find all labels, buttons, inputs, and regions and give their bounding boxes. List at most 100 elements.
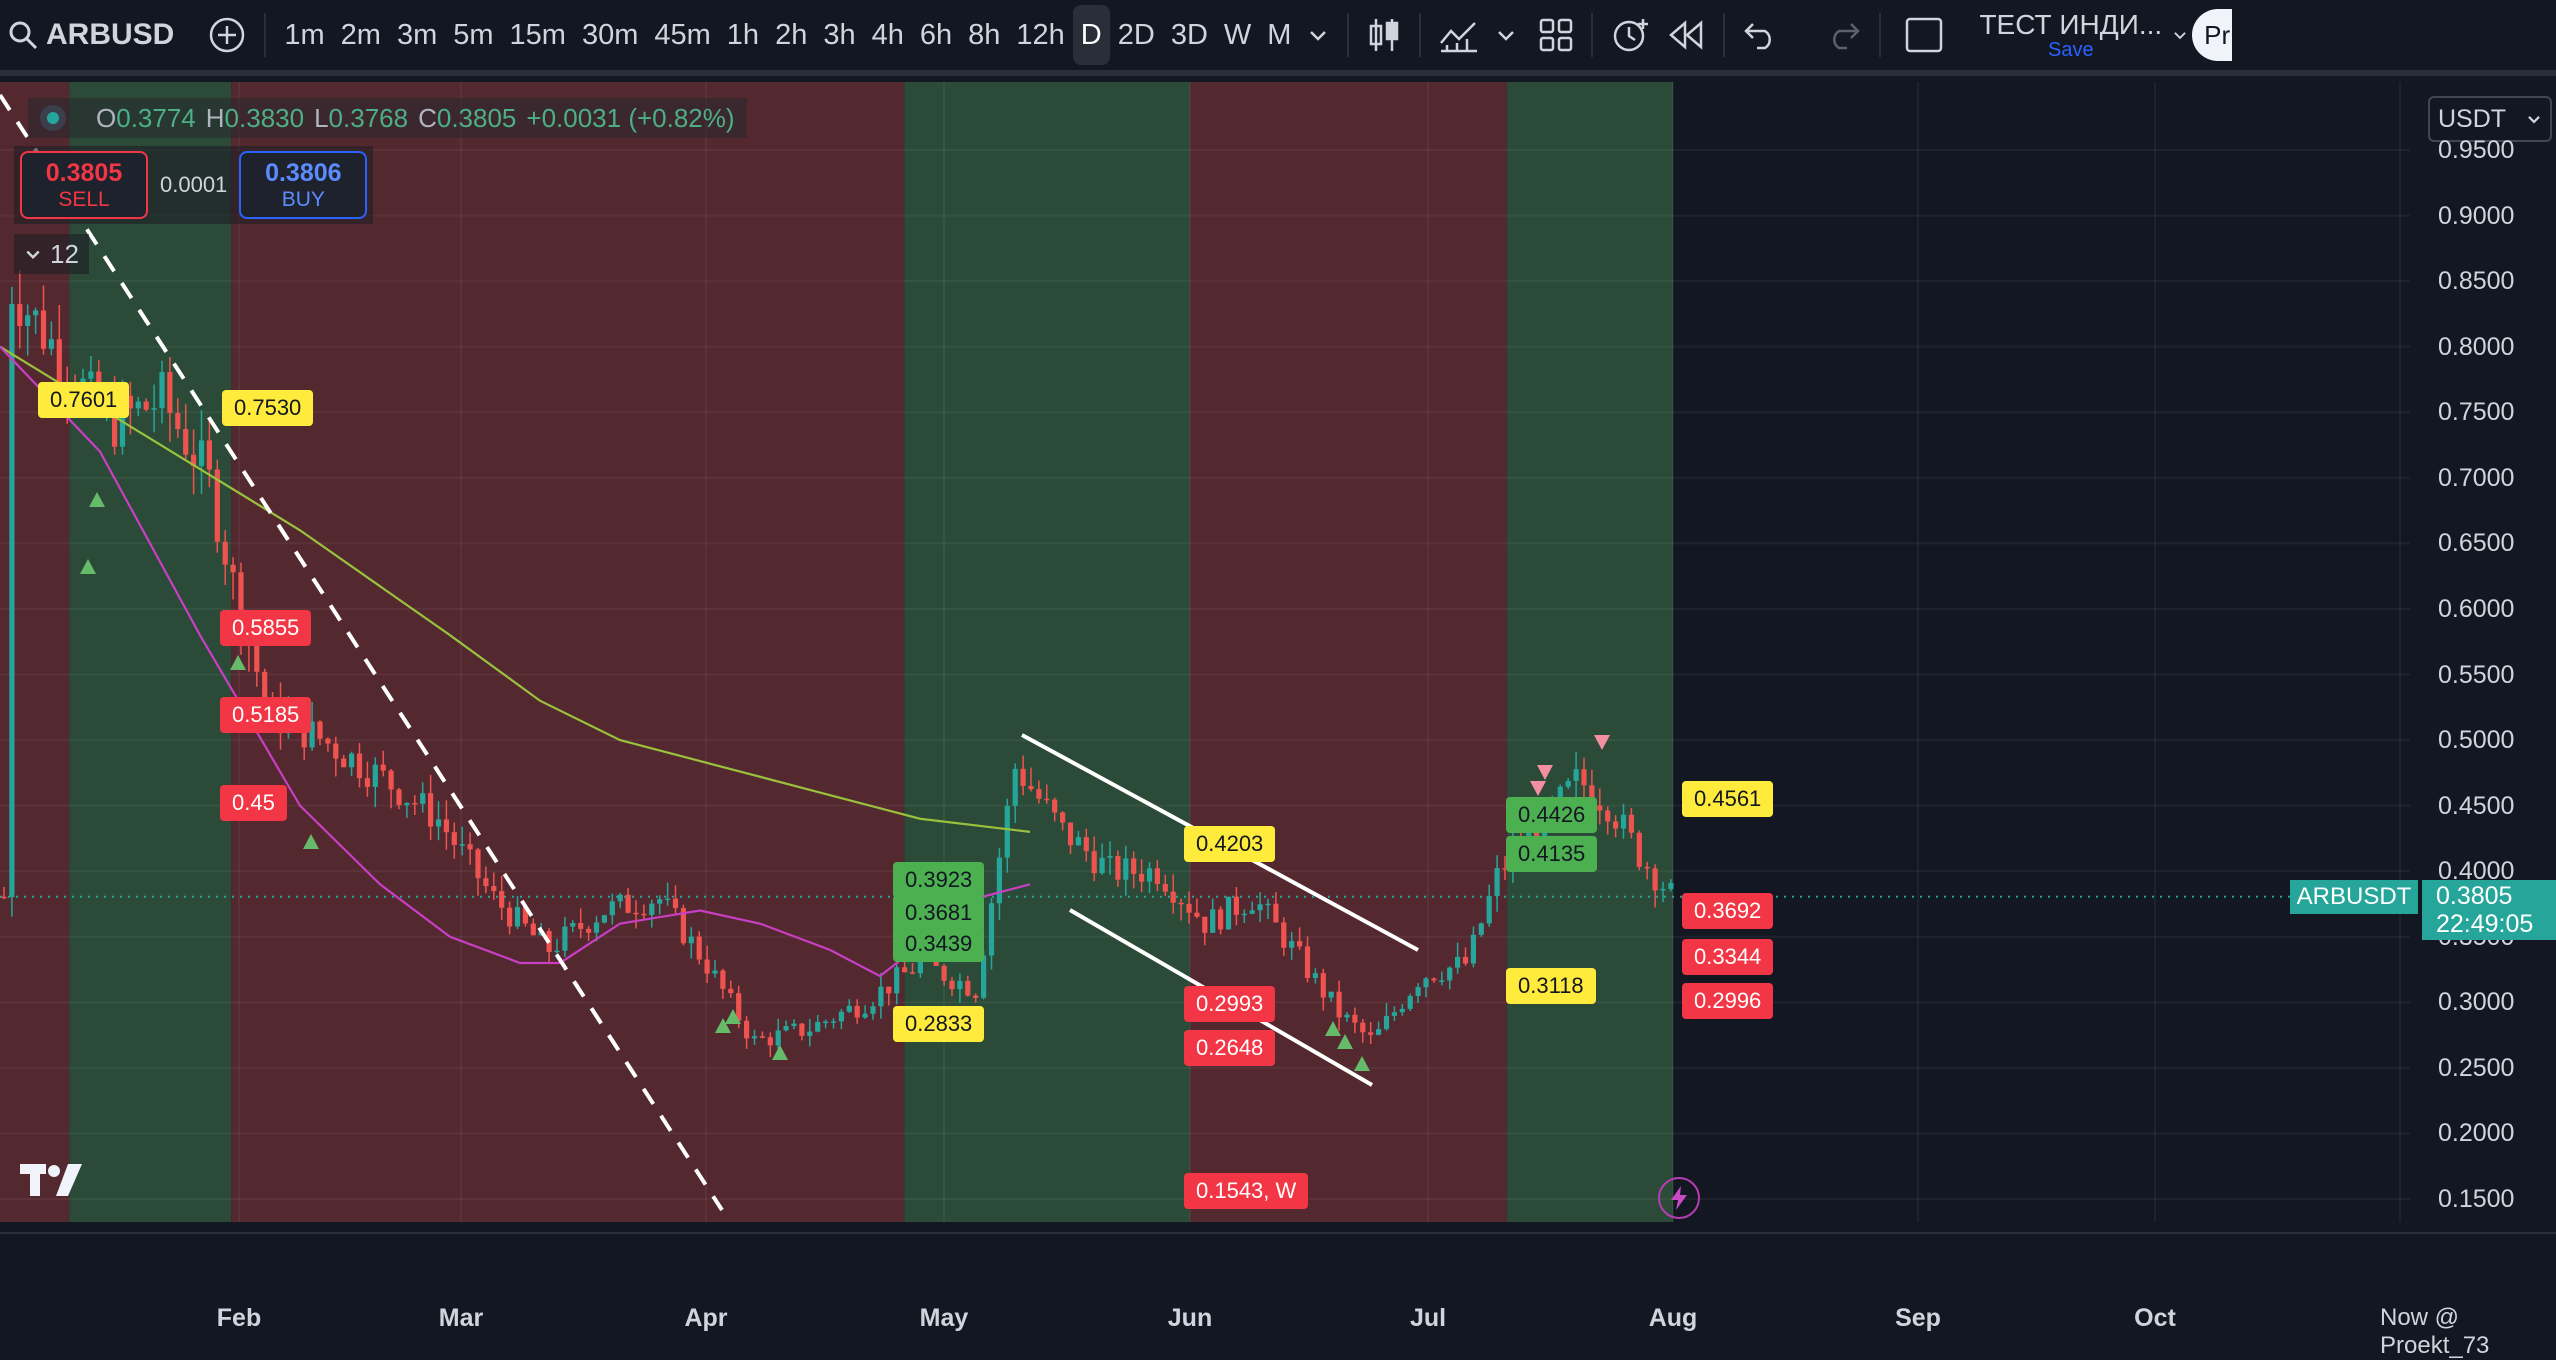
level-label-red[interactable]: 0.3344 bbox=[1682, 939, 1774, 975]
candle bbox=[143, 398, 149, 412]
candle bbox=[159, 360, 165, 424]
candle bbox=[696, 931, 702, 965]
timeframe-m[interactable]: M bbox=[1267, 18, 1292, 51]
candle bbox=[1668, 879, 1674, 892]
timeframe-2h[interactable]: 2h bbox=[775, 18, 808, 51]
level-label-red[interactable]: 0.1543, W bbox=[1184, 1173, 1309, 1209]
indicators-dropdown[interactable] bbox=[1487, 5, 1525, 65]
level-label-green[interactable]: 0.3923 bbox=[893, 862, 985, 898]
layouts-button[interactable] bbox=[1531, 5, 1581, 65]
timeframe-8h[interactable]: 8h bbox=[968, 18, 1001, 51]
level-label-red[interactable]: 0.5855 bbox=[220, 610, 312, 646]
compare-add-button[interactable] bbox=[200, 5, 254, 65]
level-label-green[interactable]: 0.4135 bbox=[1506, 836, 1598, 872]
chart-type-button[interactable] bbox=[1359, 5, 1409, 65]
candle bbox=[846, 999, 852, 1013]
timeframe-2d[interactable]: 2D bbox=[1117, 18, 1155, 51]
lightning-button[interactable] bbox=[1658, 1177, 1700, 1219]
buy-price: 0.3806 bbox=[265, 158, 342, 187]
timeframe-3h[interactable]: 3h bbox=[823, 18, 856, 51]
candle bbox=[807, 1019, 813, 1047]
candle bbox=[593, 915, 600, 942]
level-label-yellow[interactable]: 0.4203 bbox=[1184, 826, 1276, 862]
candle bbox=[514, 896, 521, 930]
layout-menu[interactable]: ТЕСТ ИНДИ... Save bbox=[1971, 5, 2170, 65]
level-label-red[interactable]: 0.45 bbox=[220, 785, 287, 821]
sell-button[interactable]: 0.3805 SELL bbox=[20, 151, 148, 219]
level-label-red[interactable]: 0.2648 bbox=[1184, 1030, 1276, 1066]
level-label-green[interactable]: 0.3439 bbox=[893, 926, 985, 962]
level-label-yellow[interactable]: 0.4561 bbox=[1682, 781, 1774, 817]
visibility-dot-icon[interactable] bbox=[40, 105, 66, 131]
current-symbol-tag: ARBUSDT bbox=[2290, 880, 2418, 914]
ma-long-line[interactable] bbox=[0, 345, 1031, 833]
timeframe-6h[interactable]: 6h bbox=[919, 18, 953, 51]
candle bbox=[791, 1019, 797, 1030]
timeframe-1m[interactable]: 1m bbox=[284, 18, 325, 51]
redo-button[interactable] bbox=[1817, 5, 1869, 65]
candle bbox=[1115, 850, 1121, 887]
candle bbox=[1225, 896, 1232, 930]
sell-signal-marker bbox=[1537, 765, 1553, 780]
level-label-yellow[interactable]: 0.3118 bbox=[1506, 968, 1596, 1004]
price-tick-label: 0.6000 bbox=[2438, 594, 2515, 623]
timeframe-w[interactable]: W bbox=[1223, 18, 1252, 51]
layout-menu-dropdown[interactable] bbox=[2170, 5, 2190, 65]
candle bbox=[586, 926, 592, 941]
symbol-search[interactable]: ARBUSD bbox=[0, 5, 182, 65]
candle bbox=[349, 751, 355, 777]
level-label-green[interactable]: 0.4426 bbox=[1506, 797, 1598, 833]
timeframe-5m[interactable]: 5m bbox=[453, 18, 494, 51]
fullscreen-button[interactable] bbox=[1897, 5, 1951, 65]
level-label-red[interactable]: 0.2996 bbox=[1682, 983, 1774, 1019]
candle bbox=[1067, 822, 1074, 855]
candle bbox=[712, 960, 718, 978]
candle bbox=[151, 384, 157, 433]
indicators-collapse-button[interactable]: 12 bbox=[14, 234, 89, 274]
candle bbox=[783, 1020, 789, 1032]
main-chart[interactable] bbox=[0, 82, 2556, 1346]
alert-button[interactable] bbox=[1603, 5, 1659, 65]
timeframe-45m[interactable]: 45m bbox=[654, 18, 711, 51]
buy-signal-marker bbox=[303, 834, 319, 849]
replay-button[interactable] bbox=[1659, 5, 1713, 65]
timeframe-2m[interactable]: 2m bbox=[340, 18, 381, 51]
zone-green bbox=[1507, 82, 1673, 1222]
candle bbox=[965, 975, 971, 997]
ohlc-c-value: 0.3805 bbox=[436, 102, 517, 133]
time-axis[interactable] bbox=[0, 1232, 2556, 1346]
level-label-yellow[interactable]: 0.7530 bbox=[222, 390, 314, 426]
zone-green bbox=[69, 82, 232, 1222]
save-link[interactable]: Save bbox=[2048, 39, 2094, 61]
level-label-red[interactable]: 0.5185 bbox=[220, 697, 312, 733]
level-label-red[interactable]: 0.2993 bbox=[1184, 986, 1276, 1022]
timeframe-d[interactable]: D bbox=[1072, 5, 1110, 65]
timeframe-dropdown[interactable] bbox=[1299, 5, 1337, 65]
timeframe-30m[interactable]: 30m bbox=[581, 18, 639, 51]
price-tick-label: 0.9500 bbox=[2438, 136, 2515, 164]
indicators-button[interactable] bbox=[1431, 5, 1487, 65]
level-label-yellow[interactable]: 0.2833 bbox=[893, 1006, 985, 1042]
timeframe-12h[interactable]: 12h bbox=[1016, 18, 1065, 51]
buy-button[interactable]: 0.3806 BUY bbox=[239, 151, 368, 219]
timeframe-15m[interactable]: 15m bbox=[509, 18, 566, 51]
separator bbox=[264, 13, 267, 57]
level-label-yellow[interactable]: 0.7601 bbox=[38, 382, 130, 418]
profile-button[interactable]: Pr bbox=[2192, 9, 2233, 61]
candle bbox=[191, 429, 197, 495]
timeframe-1h[interactable]: 1h bbox=[726, 18, 760, 51]
level-label-red[interactable]: 0.3692 bbox=[1682, 893, 1774, 929]
currency-select[interactable]: USDT bbox=[2428, 96, 2552, 142]
separator bbox=[1419, 13, 1422, 57]
current-price: 0.3805 bbox=[2436, 882, 2513, 910]
level-label-green[interactable]: 0.3681 bbox=[893, 895, 985, 931]
candle bbox=[1320, 968, 1326, 1011]
timeframe-3m[interactable]: 3m bbox=[396, 18, 438, 51]
timeframe-4h[interactable]: 4h bbox=[871, 18, 904, 51]
timeframe-3d[interactable]: 3D bbox=[1170, 18, 1208, 51]
candle bbox=[1423, 976, 1429, 998]
candle bbox=[483, 866, 489, 894]
profile-label: Pr bbox=[2204, 19, 2231, 50]
undo-button[interactable] bbox=[1735, 5, 1787, 65]
candle bbox=[388, 768, 394, 809]
